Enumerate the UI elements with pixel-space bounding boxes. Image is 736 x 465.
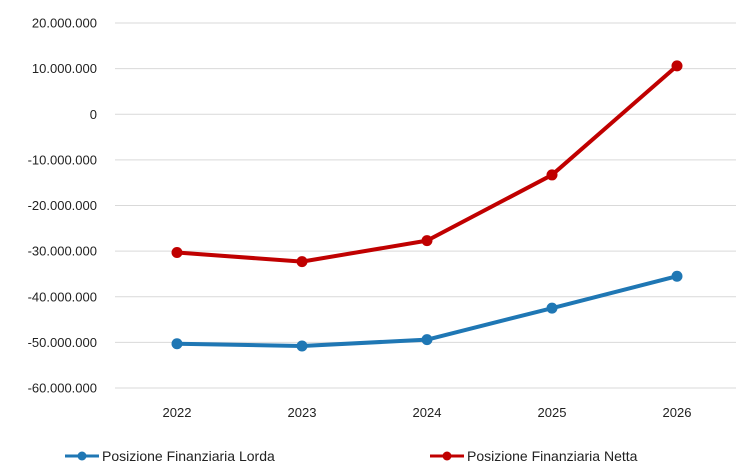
x-tick-label: 2026 xyxy=(663,405,692,420)
data-point xyxy=(546,169,558,181)
x-tick-label: 2022 xyxy=(163,405,192,420)
data-point xyxy=(546,302,558,314)
x-tick-label: 2023 xyxy=(288,405,317,420)
data-point xyxy=(671,270,683,282)
legend: Posizione Finanziaria Lorda Posizione Fin… xyxy=(65,448,638,464)
data-point xyxy=(421,235,433,247)
legend-marker-icon xyxy=(77,451,87,461)
x-tick-label: 2024 xyxy=(413,405,442,420)
y-axis-tick-labels: 20.000.000 10.000.000 0 -10.000.000 -20.000.… xyxy=(28,16,97,396)
data-point xyxy=(421,334,433,346)
series-lorda xyxy=(171,270,683,352)
y-tick-label: -10.000.000 xyxy=(28,152,97,167)
y-tick-label: -20.000.000 xyxy=(28,198,97,213)
data-point xyxy=(171,338,183,350)
series-netta xyxy=(171,60,683,268)
y-tick-label: -50.000.000 xyxy=(28,335,97,350)
grid-lines xyxy=(115,22,736,389)
x-axis-tick-labels: 2022 2023 2024 2025 2026 xyxy=(163,405,692,420)
y-tick-label: 10.000.000 xyxy=(32,61,97,76)
legend-item: Posizione Finanziaria Lorda xyxy=(65,448,275,464)
legend-item: Posizione Finanziaria Netta xyxy=(430,448,638,464)
y-tick-label: 0 xyxy=(90,107,97,122)
legend-label: Posizione Finanziaria Lorda xyxy=(102,448,275,464)
data-point xyxy=(171,246,183,258)
data-point xyxy=(296,256,308,268)
series-lines xyxy=(171,60,683,352)
data-point xyxy=(296,340,308,352)
series-line xyxy=(175,63,679,264)
data-point xyxy=(671,60,683,72)
legend-marker-icon xyxy=(442,451,452,461)
y-tick-label: -60.000.000 xyxy=(28,381,97,396)
y-tick-label: -40.000.000 xyxy=(28,289,97,304)
y-tick-label: 20.000.000 xyxy=(32,16,97,31)
legend-label: Posizione Finanziaria Netta xyxy=(467,448,638,464)
y-tick-label: -30.000.000 xyxy=(28,244,97,259)
x-tick-label: 2025 xyxy=(538,405,567,420)
